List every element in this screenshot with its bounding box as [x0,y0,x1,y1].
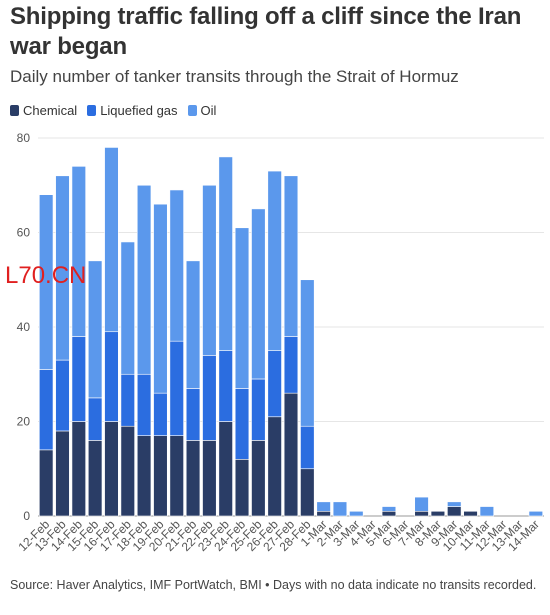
bar-oil-2-mar [332,501,348,517]
bar-liquefied-gas-23-feb [218,350,233,422]
bar-oil-27-feb [283,175,299,337]
bar-chemical-5-mar [381,510,397,517]
bar-liquefied-gas-27-feb [283,336,299,394]
bar-oil-25-feb [251,208,266,380]
bar-oil-24-feb [234,227,250,389]
bar-chemical-9-mar [447,506,462,517]
bar-liquefied-gas-26-feb [267,350,282,418]
bar-liquefied-gas-12-feb [39,369,54,451]
bar-oil-11-mar [479,506,495,517]
watermark: L70.CN [5,262,87,289]
bar-liquefied-gas-17-feb [120,373,135,427]
source-note: Source: Haver Analytics, IMF PortWatch, … [10,578,537,592]
bar-chemical-14-feb [71,421,86,517]
y-tick-label-80: 80 [17,131,31,145]
chart-title: Shipping traffic falling off a cliff sin… [10,3,522,60]
bar-chemical-21-feb [185,440,201,517]
chart-subtitle: Daily number of tanker transits through … [10,67,459,86]
bar-oil-22-feb [202,184,217,356]
bar-oil-5-mar [381,506,397,512]
bar-liquefied-gas-25-feb [251,378,266,441]
bar-chemical-7-mar [414,510,429,517]
bar-oil-3-mar [349,510,364,517]
bar-chemical-15-feb [87,440,103,517]
bar-chemical-12-feb [39,449,54,517]
bar-chemical-10-mar [463,510,478,517]
bar-liquefied-gas-24-feb [234,388,250,460]
bar-liquefied-gas-28-feb [300,425,315,470]
legend-item-chemical: Chemical [10,103,77,118]
legend-label-liquefied-gas: Liquefied gas [100,102,178,118]
bar-liquefied-gas-22-feb [202,355,217,441]
bar-oil-17-feb [120,241,135,375]
bar-oil-7-mar [414,496,429,512]
bar-liquefied-gas-21-feb [185,388,201,441]
bar-liquefied-gas-18-feb [136,373,152,436]
bar-chemical-19-feb [153,435,168,517]
legend-swatch-oil [187,104,197,116]
bar-chemical-22-feb [202,440,217,517]
bar-liquefied-gas-15-feb [87,397,103,441]
bar-chemical-8-mar [430,510,446,517]
bar-chemical-24-feb [234,458,250,517]
bar-chemical-20-feb [169,435,184,517]
bar-oil-14-mar [528,510,543,517]
y-tick-label-40: 40 [17,320,31,334]
bar-oil-13-feb [55,175,70,361]
y-tick-label-60: 60 [17,226,31,240]
bar-chemical-26-feb [267,416,282,517]
legend-swatch-liquefied-gas [87,104,97,116]
bar-chemical-13-feb [55,430,70,517]
bar-liquefied-gas-13-feb [55,359,70,432]
bar-chemical-1-mar [316,510,331,517]
bar-oil-28-feb [300,279,315,427]
bar-liquefied-gas-14-feb [71,336,86,422]
bar-chemical-27-feb [283,392,299,517]
y-tick-label-20: 20 [17,415,31,429]
legend-label-oil: Oil [200,102,217,118]
bar-oil-26-feb [267,170,282,351]
bar-chemical-28-feb [300,468,315,517]
bar-oil-12-feb [39,194,54,370]
bar-oil-20-feb [169,189,184,342]
bar-oil-23-feb [218,156,233,351]
bar-chemical-18-feb [136,435,152,517]
bar-oil-16-feb [104,147,119,333]
bar-oil-9-mar [447,501,462,507]
bar-chemical-23-feb [218,421,233,517]
bar-oil-14-feb [71,166,86,337]
bar-chemical-25-feb [251,440,266,517]
legend-swatch-chemical [10,104,19,116]
legend-label-chemical: Chemical [23,102,78,118]
bar-chemical-16-feb [104,421,119,517]
bar-oil-19-feb [153,203,168,394]
bar-chemical-17-feb [120,425,135,517]
legend-item-liquefied-gas: Liquefied gas [87,102,178,118]
legend: Chemical Liquefied gas Oil [10,101,226,119]
bar-oil-18-feb [136,184,152,375]
bar-oil-21-feb [185,260,201,389]
bar-oil-15-feb [87,260,103,399]
bar-liquefied-gas-16-feb [104,331,119,422]
bar-liquefied-gas-20-feb [169,340,184,436]
legend-item-oil: Oil [187,102,217,118]
bar-liquefied-gas-19-feb [153,392,168,436]
bar-oil-1-mar [316,501,331,512]
y-tick-label-0: 0 [23,509,30,523]
